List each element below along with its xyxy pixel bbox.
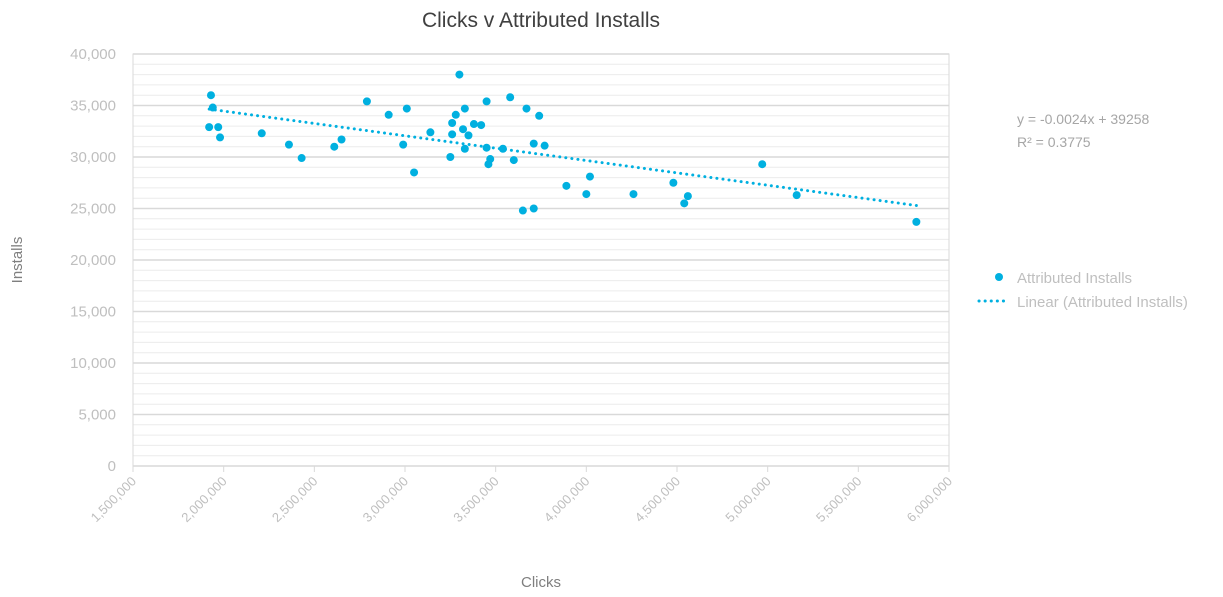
data-point [629, 190, 638, 199]
data-point [460, 104, 469, 113]
data-point [669, 178, 678, 187]
data-point [498, 144, 507, 153]
data-point [451, 110, 460, 119]
data-point [205, 123, 214, 132]
x-axis-ticks [132, 466, 950, 472]
data-point [792, 191, 801, 200]
data-point [402, 104, 411, 113]
data-point [362, 97, 371, 106]
data-point [562, 181, 571, 190]
data-point [459, 125, 468, 134]
y-tick-label: 5,000 [78, 407, 116, 424]
data-point [509, 156, 518, 165]
data-point [680, 199, 689, 208]
data-point [469, 120, 478, 129]
data-point [399, 140, 408, 149]
data-point [464, 131, 473, 140]
y-tick-label: 20,000 [70, 252, 116, 269]
data-points [205, 70, 921, 226]
data-point [216, 133, 225, 142]
y-axis-tick-labels: 0 5,000 10,000 15,000 20,000 25,000 30,000 35,0… [70, 46, 116, 475]
trendline-r-squared: R² = 0.3775 [1017, 134, 1091, 150]
y-tick-label: 15,000 [70, 304, 116, 321]
y-tick-label: 10,000 [70, 355, 116, 372]
chart-title: Clicks v Attributed Installs [422, 9, 660, 32]
plot-area-border [132, 53, 950, 467]
data-point [477, 121, 486, 130]
data-point [535, 111, 544, 120]
data-point [486, 155, 495, 164]
y-tick-label: 35,000 [70, 98, 116, 115]
data-point [426, 128, 435, 137]
y-tick-label: 25,000 [70, 201, 116, 218]
data-point [912, 217, 921, 226]
data-point [330, 142, 339, 151]
data-point [410, 168, 419, 177]
data-point [214, 123, 223, 132]
data-point [582, 190, 591, 199]
data-point [284, 140, 293, 149]
y-axis-title: Installs [9, 237, 26, 284]
data-point [529, 139, 538, 148]
data-point [540, 141, 549, 150]
data-point [518, 206, 527, 215]
data-point [529, 204, 538, 213]
data-point [455, 70, 464, 79]
data-point [460, 144, 469, 153]
data-point [482, 97, 491, 106]
data-point [522, 104, 531, 113]
data-point [206, 91, 215, 100]
data-point [482, 143, 491, 152]
minor-gridlines [133, 63, 949, 457]
legend-label-trendline: Linear (Attributed Installs) [1017, 294, 1188, 311]
legend: Attributed Installs Linear (Attributed I… [977, 270, 1188, 311]
trendline-equation: y = -0.0024x + 39258 [1017, 111, 1150, 127]
x-axis-title: Clicks [521, 574, 561, 591]
data-point [257, 129, 266, 138]
data-point [585, 172, 594, 181]
data-point [506, 93, 515, 102]
major-gridlines [133, 53, 949, 467]
legend-marker-attributed-installs [995, 273, 1003, 281]
data-point [337, 135, 346, 144]
data-point [446, 153, 455, 161]
data-point [448, 119, 457, 128]
y-tick-label: 0 [108, 458, 116, 475]
data-point [758, 160, 767, 169]
data-point [448, 130, 457, 139]
legend-label-attributed-installs: Attributed Installs [1017, 270, 1132, 287]
y-tick-label: 30,000 [70, 149, 116, 166]
data-point [297, 154, 306, 163]
data-point [683, 192, 692, 201]
data-point [208, 103, 217, 112]
data-point [384, 110, 393, 119]
y-tick-label: 40,000 [70, 46, 116, 63]
